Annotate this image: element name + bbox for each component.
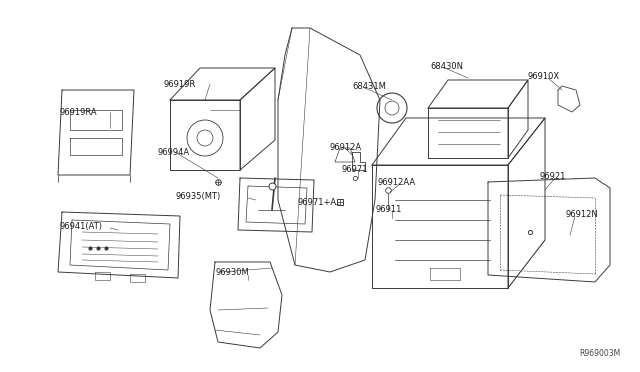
Text: 96919RA: 96919RA <box>60 108 98 117</box>
Text: 96912N: 96912N <box>566 210 599 219</box>
Text: 96971: 96971 <box>342 165 369 174</box>
Text: 96941(AT): 96941(AT) <box>60 222 103 231</box>
Text: 96921: 96921 <box>540 172 566 181</box>
Text: 96919R: 96919R <box>163 80 195 89</box>
Text: 96994A: 96994A <box>158 148 190 157</box>
Text: 96912AA: 96912AA <box>378 178 416 187</box>
Text: 96930M: 96930M <box>215 268 249 277</box>
Text: 96971+A: 96971+A <box>298 198 337 207</box>
Text: 96911: 96911 <box>375 205 401 214</box>
Text: 68431M: 68431M <box>352 82 386 91</box>
Text: 96910X: 96910X <box>528 72 560 81</box>
Text: 96912A: 96912A <box>330 143 362 152</box>
Text: 96935(MT): 96935(MT) <box>175 192 220 201</box>
Text: R969003M: R969003M <box>579 349 620 358</box>
Text: 68430N: 68430N <box>430 62 463 71</box>
